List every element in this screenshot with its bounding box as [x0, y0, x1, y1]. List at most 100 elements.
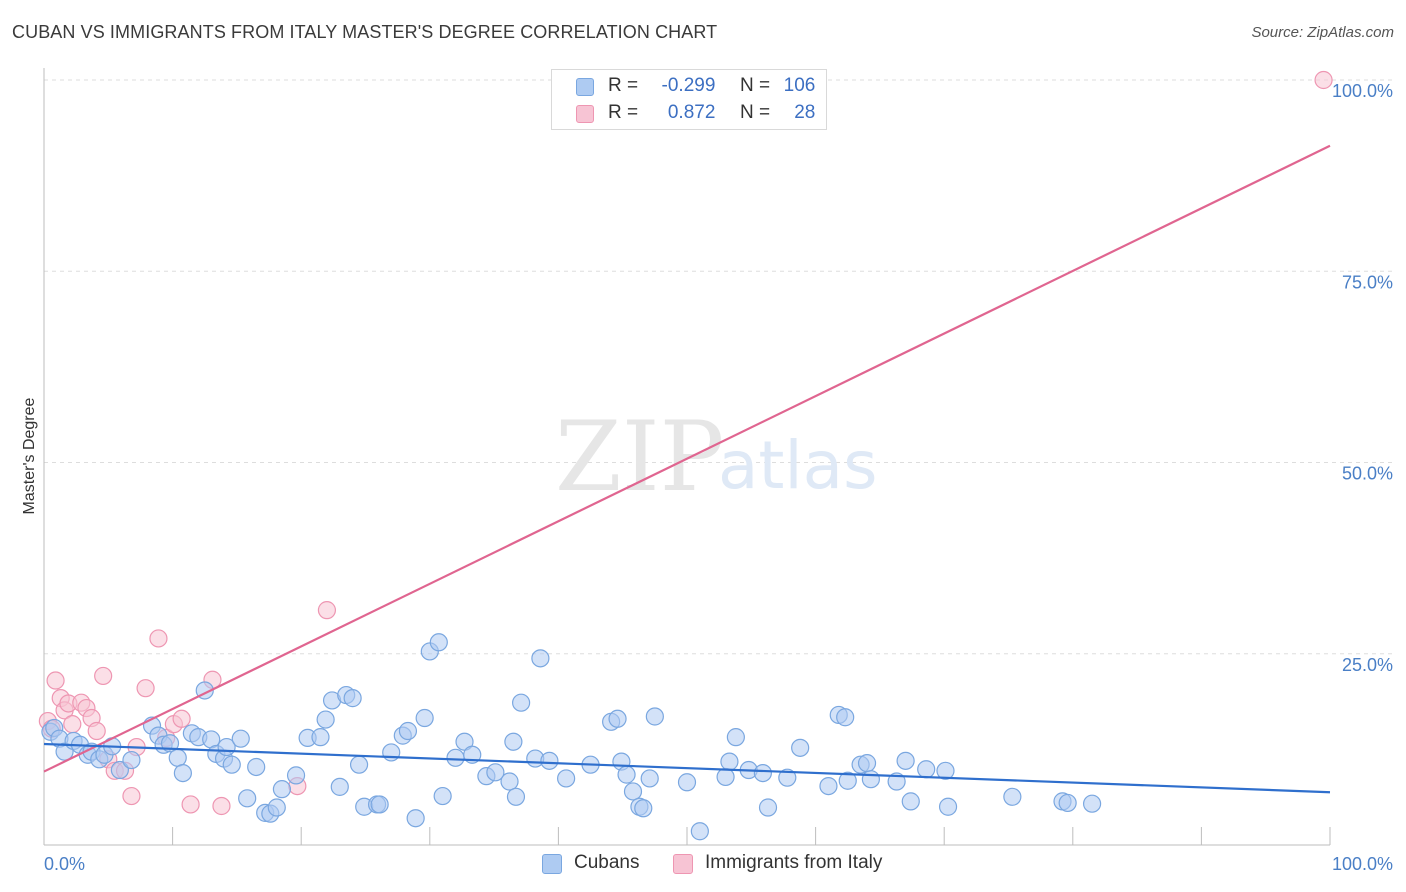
cubans-point-74: [634, 799, 653, 818]
cubans-point-62: [512, 693, 531, 712]
legend-label-italy: Immigrants from Italy: [705, 852, 883, 873]
italy-point-2: [46, 671, 65, 690]
cubans-point-64: [531, 649, 550, 668]
n-value-italy: 28: [794, 102, 816, 123]
y-tick-label-2: 75.0%: [1342, 272, 1393, 292]
stats-text-cubans: R = -0.299 N = 106: [608, 75, 815, 97]
cubans-point-75: [640, 769, 659, 788]
cubans-point-92: [857, 754, 877, 773]
italy-point-10: [87, 721, 106, 741]
r-label-italy: R =: [608, 102, 639, 123]
n-label-italy: N =: [739, 102, 771, 123]
y-tick-label-3: 100.0%: [1332, 81, 1393, 101]
n-label-cubans: N =: [739, 75, 771, 96]
x-tick-label-1: 100.0%: [1332, 854, 1393, 874]
cubans-point-76: [645, 707, 664, 726]
italy-point-22: [181, 795, 200, 814]
cubans-point-18: [173, 763, 192, 783]
cubans-point-89: [836, 708, 855, 727]
cubans-point-83: [753, 763, 772, 783]
cubans-point-27: [231, 729, 250, 748]
italy-point-17: [136, 679, 155, 698]
trend-lines: [43, 144, 1331, 794]
italy-point-6: [63, 715, 82, 734]
cubans-point-80: [720, 752, 739, 771]
cubans-point-25: [222, 755, 241, 774]
legend-swatch-cubans: [542, 854, 562, 874]
cubans-point-61: [506, 787, 526, 806]
italy-point-24: [212, 796, 231, 816]
cubans-point-86: [791, 738, 810, 757]
cubans-point-78: [690, 822, 709, 841]
italy-point-11: [94, 666, 113, 686]
cubans-point-54: [446, 748, 465, 767]
cubans-point-65: [540, 751, 559, 770]
cubans-point-99: [938, 797, 958, 816]
cubans-point-100: [1003, 787, 1022, 806]
cubans-point-41: [343, 689, 362, 708]
series-legend: Cubans Immigrants from Italy: [0, 852, 1406, 876]
cubans-point-53: [433, 786, 452, 806]
cubans-point-52: [429, 633, 448, 652]
italy-swatch: [576, 105, 594, 123]
cubans-point-48: [398, 721, 418, 741]
italy-point-27: [1314, 70, 1333, 90]
r-value-italy: 0.872: [667, 102, 716, 123]
y-tick-label-1: 50.0%: [1342, 464, 1393, 484]
cubans-point-66: [557, 769, 576, 788]
cubans-point-97: [917, 760, 936, 779]
cubans-point-90: [838, 771, 857, 790]
cubans-point-84: [758, 798, 778, 817]
r-value-cubans: -0.299: [661, 75, 716, 96]
cubans-point-46: [382, 743, 401, 762]
cubans-trend-line: [43, 742, 1331, 794]
italy-trend-line: [43, 144, 1331, 773]
cubans-point-102: [1058, 793, 1077, 813]
grid-lines: [44, 79, 1392, 655]
r-label-cubans: R =: [608, 75, 639, 96]
cubans-point-93: [861, 770, 880, 789]
cubans-point-33: [272, 780, 292, 799]
cubans-point-11: [110, 760, 129, 780]
cubans-point-29: [247, 757, 266, 777]
cubans-point-98: [936, 761, 955, 780]
cubans-point-77: [677, 773, 697, 792]
watermark: ZIP atlas: [555, 401, 878, 513]
watermark-zip: ZIP: [555, 401, 724, 513]
cubans-point-12: [122, 750, 141, 770]
cubans-point-45: [370, 795, 389, 814]
stats-text-italy: R = 0.872 N = 28: [608, 102, 815, 124]
cubans-point-36: [311, 728, 330, 747]
n-value-cubans: 106: [783, 75, 816, 96]
y-tick-label-0: 25.0%: [1342, 655, 1393, 675]
chart-title: CUBAN VS IMMIGRANTS FROM ITALY MASTER'S …: [12, 22, 718, 42]
tick-labels: 25.0% 50.0% 75.0% 100.0% 0.0% 100.0%: [44, 81, 1393, 874]
cubans-point-34: [286, 766, 306, 785]
cubans-point-87: [819, 776, 838, 796]
cubans-point-28: [238, 789, 257, 808]
italy-point-21: [172, 709, 191, 728]
cubans-point-95: [896, 751, 915, 770]
italy-point-18: [149, 629, 168, 648]
cubans-point-50: [415, 708, 434, 728]
cubans-point-71: [617, 765, 636, 784]
cubans-point-72: [623, 782, 643, 801]
stats-legend: R = -0.299 N = 106 R = 0.872 N = 28: [551, 69, 827, 130]
italy-point-15: [122, 786, 141, 806]
cubans-point-103: [1082, 794, 1102, 813]
cubans-point-60: [504, 732, 523, 751]
cubans-point-17: [168, 748, 187, 767]
cubans-point-59: [500, 772, 519, 791]
cubans-point-37: [316, 710, 335, 729]
cubans-point-94: [887, 772, 906, 791]
legend-swatch-italy: [673, 854, 693, 874]
cubans-point-42: [349, 755, 369, 774]
y-axis-label: Master's Degree: [21, 397, 38, 514]
cubans-point-58: [486, 763, 505, 782]
watermark-atlas: atlas: [718, 427, 878, 504]
cubans-point-96: [901, 792, 920, 811]
cubans-point-81: [726, 728, 745, 747]
source-label: Source: ZipAtlas.com: [1251, 24, 1394, 41]
cubans-swatch: [576, 78, 594, 96]
